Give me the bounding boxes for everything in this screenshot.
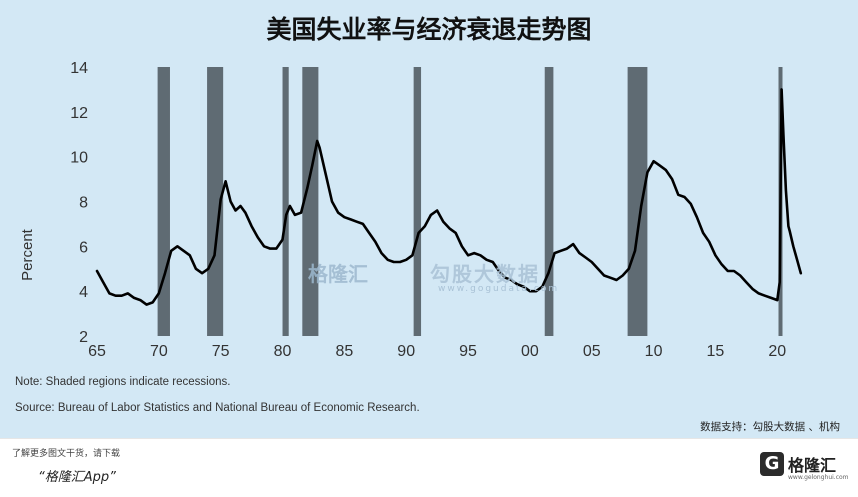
x-tick-label: 75: [212, 343, 230, 360]
chart-source: Source: Bureau of Labor Statistics and N…: [15, 402, 420, 414]
x-tick-label: 95: [459, 343, 477, 360]
watermark-url: www.gogudata.com: [438, 284, 560, 294]
brand-url: www.gelonghui.com: [788, 474, 849, 481]
x-tick-label: 10: [645, 343, 663, 360]
x-tick-label: 90: [397, 343, 415, 360]
recession-band: [207, 67, 224, 336]
data-credit: 数据支持：勾股大数据 、机构: [700, 421, 840, 433]
y-tick-label: 10: [70, 150, 88, 167]
footer-divider: [0, 438, 858, 439]
y-tick-label: 6: [79, 239, 88, 256]
brand-g-icon: G: [760, 452, 784, 476]
recession-band: [627, 67, 648, 336]
recession-bands: [157, 67, 783, 336]
y-tick-label: 14: [70, 60, 88, 77]
y-axis-ticks: 2 4 6 8 10 12 14: [70, 60, 88, 346]
chart-note: Note: Shaded regions indicate recessions…: [15, 376, 231, 388]
x-tick-label: 85: [335, 343, 353, 360]
watermark-brand: 格隆汇: [308, 262, 368, 286]
y-tick-label: 4: [79, 284, 88, 301]
recession-band: [544, 67, 554, 336]
x-tick-label: 70: [150, 343, 168, 360]
y-tick-label: 12: [70, 105, 88, 122]
x-tick-label: 65: [88, 343, 106, 360]
chart-card: 美国失业率与经济衰退走势图 2 4 6 8 10 12 14 65 70 75 80 85 90 95 0…: [0, 0, 858, 438]
brand-logo[interactable]: G 格隆汇: [760, 452, 836, 476]
recession-band: [302, 67, 319, 336]
x-tick-label: 05: [583, 343, 601, 360]
y-tick-label: 2: [79, 329, 88, 346]
watermark-text: 勾股大数据: [430, 262, 540, 286]
chart-title: 美国失业率与经济衰退走势图: [266, 15, 592, 44]
x-tick-label: 80: [274, 343, 292, 360]
unemployment-rate-line: [95, 88, 803, 306]
x-tick-label: 20: [768, 343, 786, 360]
app-name[interactable]: “格隆汇App”: [38, 470, 116, 485]
brand-text: 格隆汇: [788, 456, 837, 475]
x-axis-ticks: 65 70 75 80 85 90 95 00 05 10 15 20: [88, 343, 786, 360]
unemployment-chart: 2 4 6 8 10 12 14 65 70 75 80 85 90 95 00 05 10 15 20 Perc…: [19, 60, 803, 360]
recession-band: [413, 67, 422, 336]
x-tick-label: 15: [707, 343, 725, 360]
x-tick-label: 00: [521, 343, 539, 360]
promo-text: 了解更多图文干货，请下载: [12, 449, 121, 459]
recession-band: [282, 67, 289, 336]
recession-band: [157, 67, 170, 336]
y-tick-label: 8: [79, 195, 88, 212]
y-axis-label: Percent: [19, 228, 36, 281]
